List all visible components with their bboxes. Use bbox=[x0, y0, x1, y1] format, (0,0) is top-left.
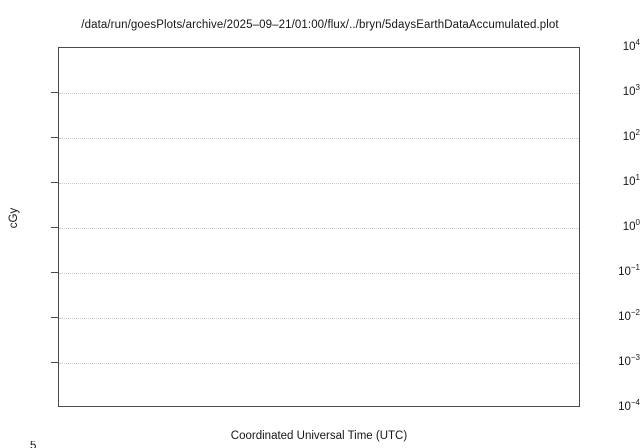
y-tick-exponent: −1 bbox=[630, 263, 640, 273]
y-tick-exponent: −2 bbox=[630, 308, 640, 318]
y-tick-exponent: 4 bbox=[635, 38, 640, 48]
gridline-1e2 bbox=[59, 138, 579, 139]
y-tick-label-1e0: 100 bbox=[596, 218, 640, 233]
y-tick-mantissa: 10 bbox=[618, 266, 631, 278]
y-tick-label-1e4: 104 bbox=[596, 38, 640, 53]
y-axis-title: cGy bbox=[8, 207, 20, 229]
gridline-1em1 bbox=[59, 273, 579, 274]
y-tick-mantissa: 10 bbox=[618, 356, 631, 368]
y-tick-exponent: 1 bbox=[635, 173, 640, 183]
y-tick-mantissa: 10 bbox=[618, 401, 631, 413]
gridline-1e0 bbox=[59, 228, 579, 229]
y-tick-mantissa: 10 bbox=[618, 311, 631, 323]
gridline-1em3 bbox=[59, 363, 579, 364]
gridline-1em2 bbox=[59, 318, 579, 319]
y-tick-label-1em3: 10−3 bbox=[596, 353, 640, 368]
y-tick-mantissa: 10 bbox=[622, 131, 636, 143]
y-tick-exponent: −3 bbox=[630, 353, 640, 363]
y-tick-label-1e2: 102 bbox=[596, 128, 640, 143]
y-tick-label-1e1: 101 bbox=[596, 173, 640, 188]
gridline-1e1 bbox=[59, 183, 579, 184]
y-tick-exponent: 3 bbox=[635, 83, 640, 93]
y-tick-exponent: 2 bbox=[635, 128, 640, 138]
y-tick-exponent: −4 bbox=[630, 398, 640, 408]
page-title: /data/run/goesPlots/archive/2025–09–21/0… bbox=[81, 19, 559, 31]
y-tick-mantissa: 10 bbox=[622, 41, 636, 53]
y-tick-mantissa: 10 bbox=[622, 176, 636, 188]
x-axis-title: Coordinated Universal Time (UTC) bbox=[230, 430, 408, 442]
y-tick-label-1em4: 10−4 bbox=[596, 398, 640, 413]
gridline-1e3 bbox=[59, 93, 579, 94]
y-tick-mantissa: 10 bbox=[622, 221, 636, 233]
y-tick-exponent: 0 bbox=[635, 218, 640, 228]
plot-axes-area bbox=[58, 47, 580, 407]
clipped-next-panel-label: 5 bbox=[30, 441, 37, 448]
y-tick-label-1em2: 10−2 bbox=[596, 308, 640, 323]
y-tick-label-1em1: 10−1 bbox=[596, 263, 640, 278]
y-tick-mantissa: 10 bbox=[622, 86, 636, 98]
y-tick-label-1e3: 103 bbox=[596, 83, 640, 98]
